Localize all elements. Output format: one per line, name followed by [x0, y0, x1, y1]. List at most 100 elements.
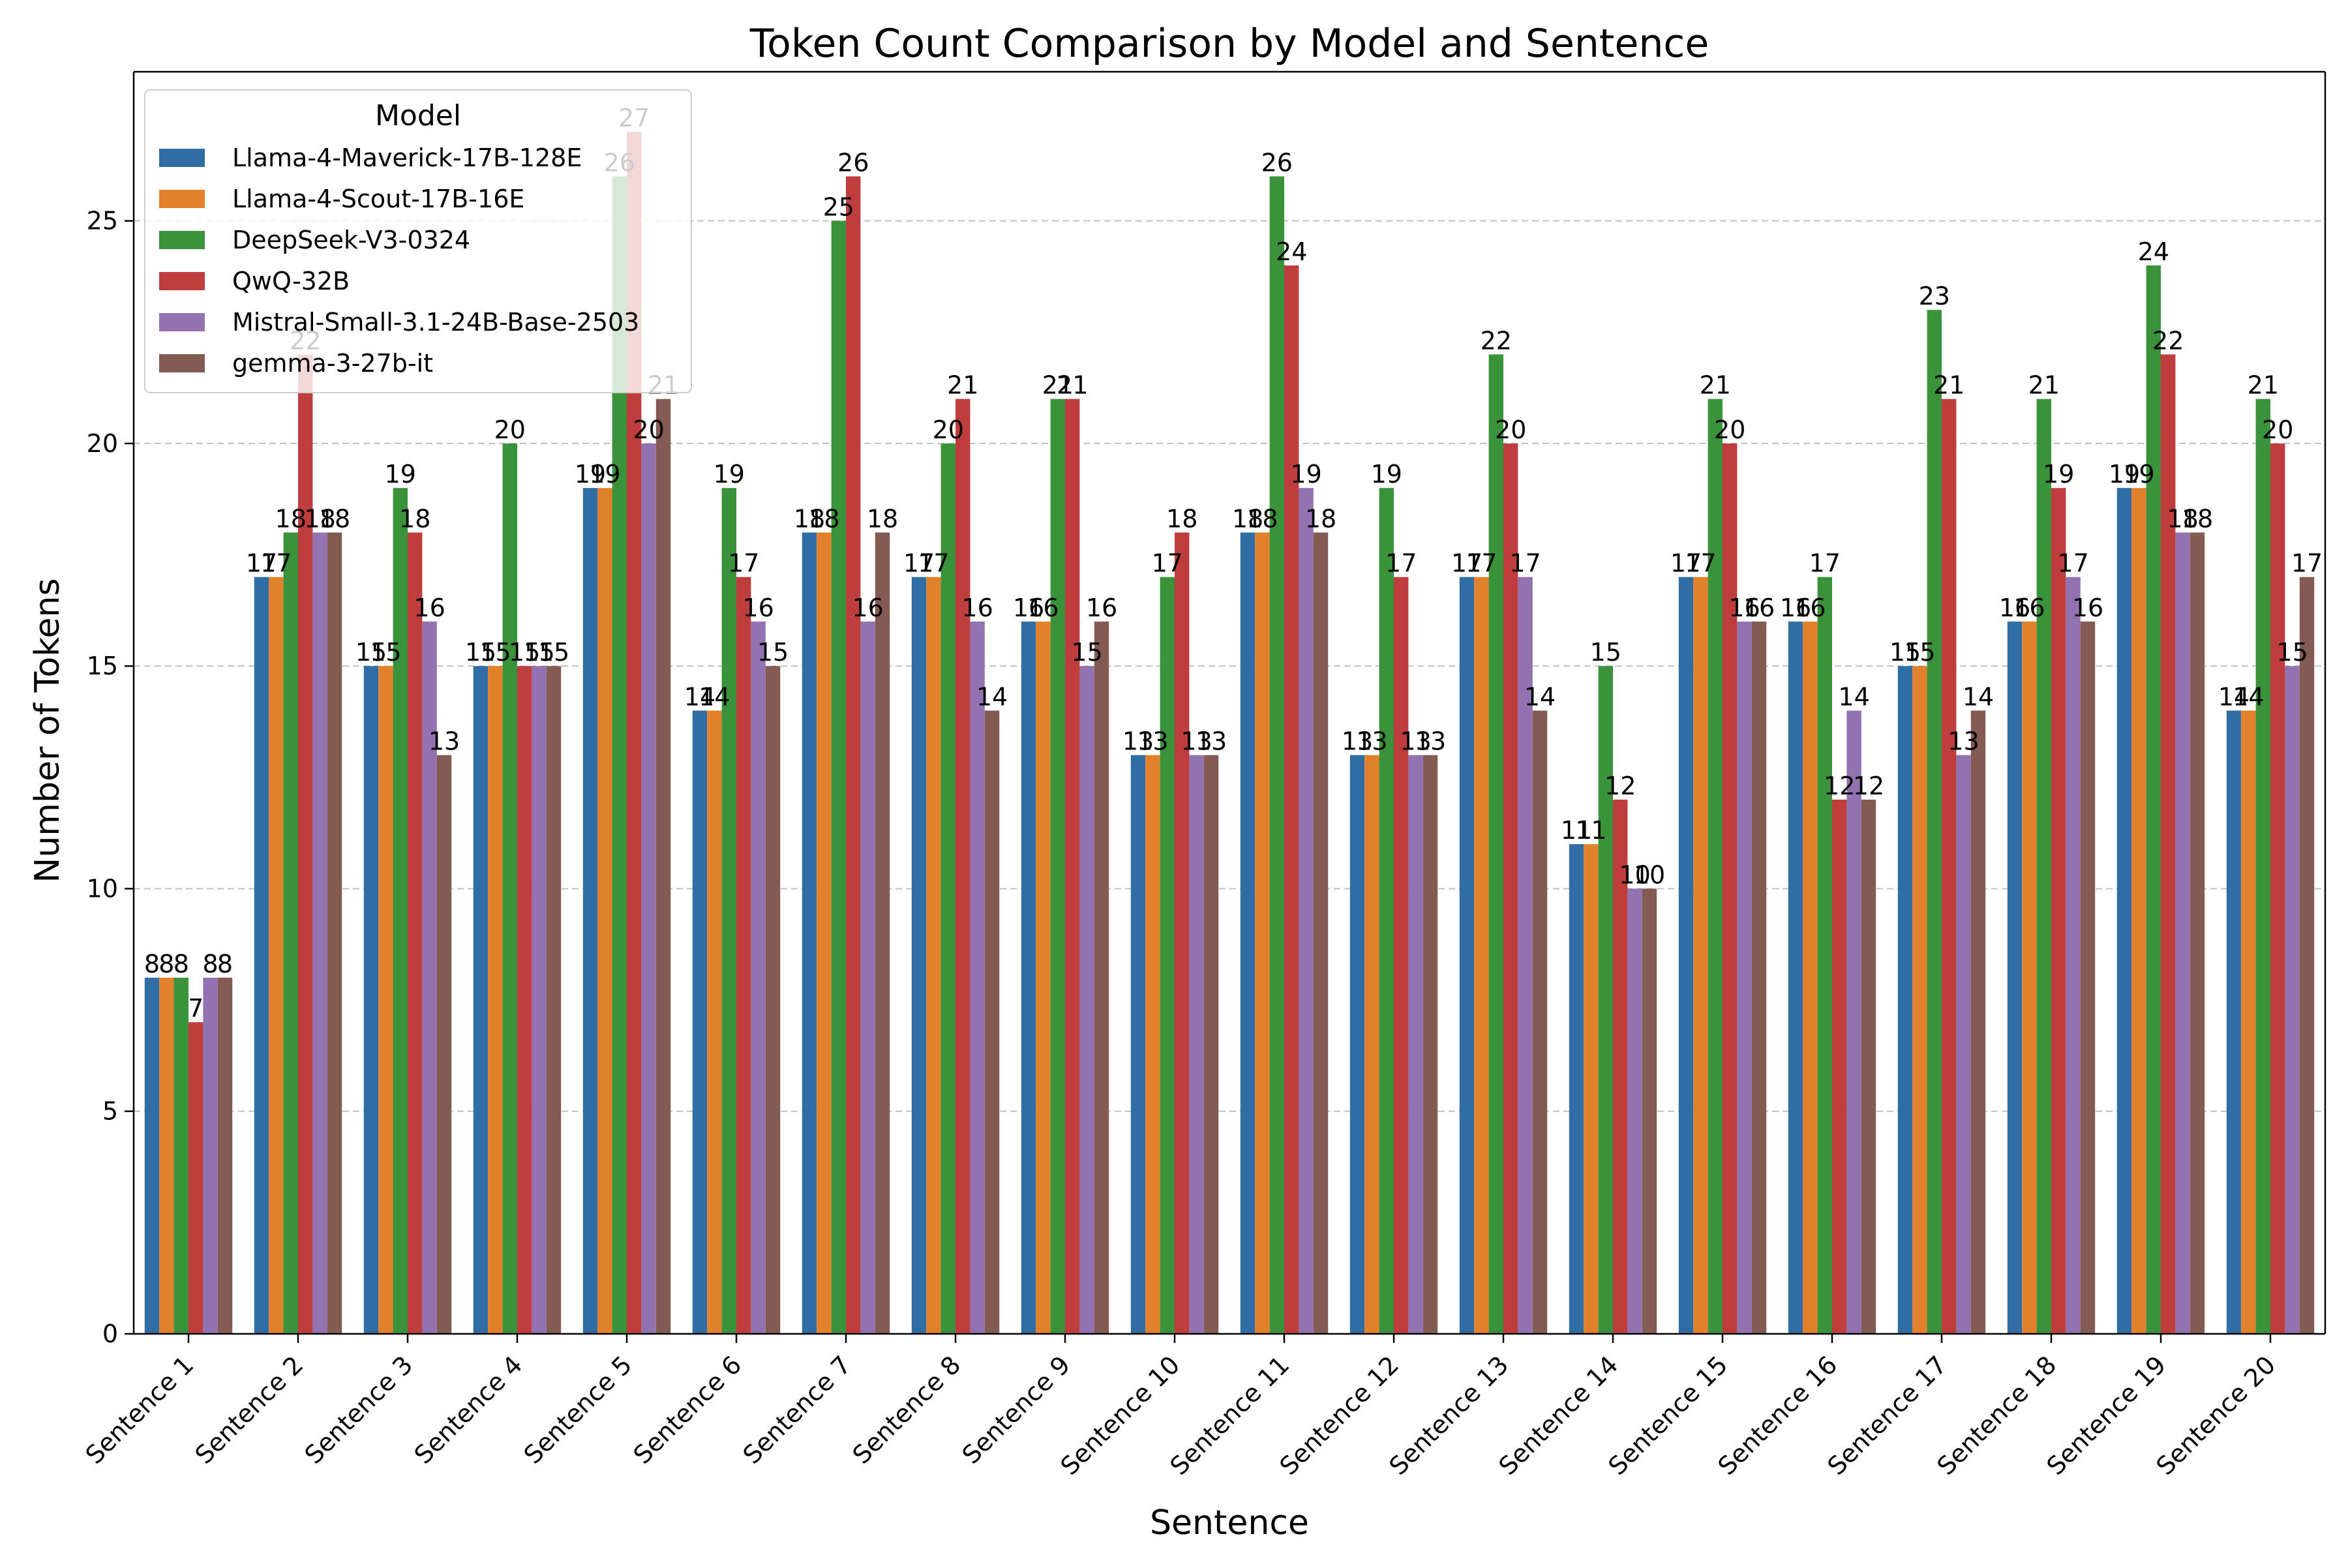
bar-value-label: 14 — [1524, 682, 1556, 711]
bar — [802, 532, 817, 1334]
bar-value-label: 20 — [933, 415, 964, 444]
bar-value-label: 15 — [509, 638, 540, 667]
bar-value-label: 18 — [399, 504, 430, 533]
bar — [422, 621, 437, 1334]
bar — [984, 710, 1000, 1334]
y-tick-label: 15 — [87, 652, 118, 680]
bar — [1269, 176, 1284, 1334]
bar — [1803, 621, 1818, 1334]
bar-value-label: 16 — [1728, 594, 1760, 622]
bar — [736, 577, 751, 1334]
bar-value-label: 17 — [903, 549, 935, 578]
bar-value-label: 16 — [1743, 594, 1775, 622]
bar — [1313, 532, 1329, 1334]
bar — [269, 577, 284, 1334]
bar — [188, 1022, 203, 1334]
bar — [1240, 532, 1256, 1334]
legend-swatch — [159, 354, 205, 372]
bar — [502, 443, 517, 1334]
bar-value-label: 15 — [370, 638, 401, 667]
bar — [298, 354, 313, 1334]
bar-value-label: 16 — [742, 594, 774, 622]
bar — [2007, 621, 2023, 1334]
bars — [144, 132, 2315, 1334]
bar-value-label: 15 — [1904, 638, 1935, 667]
bar — [1788, 621, 1803, 1334]
bar-value-label: 19 — [1371, 460, 1402, 489]
bar-value-label: 19 — [575, 460, 606, 489]
bar-value-label: 16 — [961, 594, 993, 622]
bar — [1422, 755, 1438, 1334]
y-tick-label: 25 — [87, 207, 118, 235]
bar — [970, 621, 985, 1334]
bar-value-label: 17 — [1466, 549, 1497, 578]
bar-value-label: 25 — [823, 193, 854, 222]
bar-value-label: 11 — [1575, 816, 1606, 845]
legend-label: DeepSeek-V3-0324 — [232, 226, 470, 254]
bar — [721, 488, 736, 1334]
bar-value-label: 17 — [246, 549, 277, 578]
bar — [393, 488, 408, 1334]
bar — [408, 532, 423, 1334]
bar — [911, 577, 927, 1334]
bar-value-label: 17 — [2057, 549, 2088, 578]
bar-value-label: 13 — [1137, 727, 1168, 756]
bar — [1065, 399, 1080, 1334]
bar — [707, 710, 722, 1334]
bar — [2051, 488, 2066, 1334]
bar — [627, 132, 642, 1334]
bar-value-label: 12 — [1824, 772, 1855, 800]
bar — [1942, 399, 1957, 1334]
bar-value-label: 17 — [2291, 549, 2323, 578]
bar-value-label: 21 — [1933, 371, 1964, 400]
bar-value-label: 20 — [1714, 415, 1745, 444]
bar — [1751, 621, 1767, 1334]
bar — [1678, 577, 1694, 1334]
bar — [517, 666, 532, 1334]
legend-label: Mistral-Small-3.1-24B-Base-2503 — [232, 308, 639, 337]
bar — [1050, 399, 1065, 1334]
bar-value-label: 19 — [2109, 460, 2140, 489]
legend-label: gemma-3-27b-it — [232, 349, 433, 378]
bar-value-label: 20 — [2262, 415, 2293, 444]
bar-value-label: 20 — [1495, 415, 1526, 444]
bar — [860, 621, 875, 1334]
bar — [203, 977, 218, 1334]
bar — [1569, 844, 1584, 1334]
bar — [1532, 710, 1548, 1334]
bar — [1627, 888, 1642, 1334]
bar-value-label: 10 — [1619, 860, 1650, 889]
legend-box — [144, 89, 692, 393]
bar — [1379, 488, 1394, 1334]
bar — [159, 977, 174, 1334]
bar-value-label: 8 — [144, 950, 160, 978]
bar-value-label: 20 — [633, 415, 664, 444]
bar — [1518, 577, 1533, 1334]
bar-value-label: 21 — [2028, 371, 2060, 400]
bar-value-label: 14 — [684, 682, 715, 711]
bar — [2080, 621, 2096, 1334]
bar — [956, 399, 971, 1334]
bar — [1036, 621, 1051, 1334]
bar — [692, 710, 708, 1334]
bar-value-label: 17 — [728, 549, 759, 578]
bar-value-label: 8 — [158, 950, 174, 978]
bar — [1846, 710, 1861, 1334]
bar — [2241, 710, 2256, 1334]
y-tick-label: 20 — [87, 429, 118, 458]
bar — [2036, 399, 2051, 1334]
bar — [436, 755, 452, 1334]
bar — [831, 220, 846, 1334]
legend: Model Llama-4-Maverick-17B-128E Llama-4-S… — [144, 89, 692, 393]
bar — [2161, 354, 2176, 1334]
bar — [2116, 488, 2132, 1334]
bar-value-label: 7 — [188, 994, 203, 1023]
bar-value-label: 22 — [1481, 326, 1512, 355]
legend-items: Llama-4-Maverick-17B-128E Llama-4-Scout-1… — [159, 143, 639, 378]
bar-value-label: 16 — [1013, 594, 1044, 622]
bar-value-label: 13 — [1181, 727, 1212, 756]
bar — [1459, 577, 1475, 1334]
bar-value-label: 11 — [1561, 816, 1592, 845]
